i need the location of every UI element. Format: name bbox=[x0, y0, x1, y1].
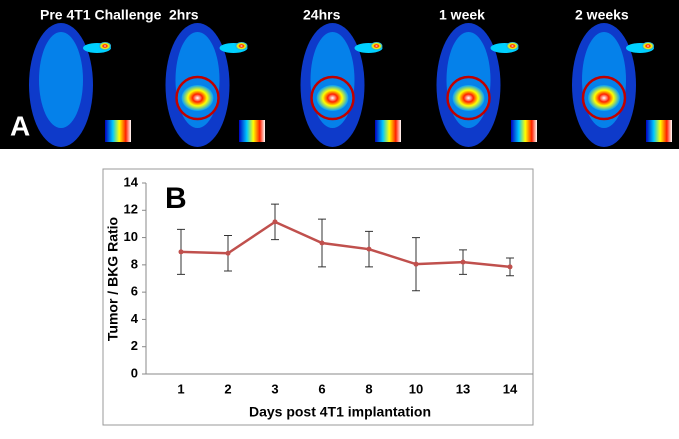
colorbar bbox=[239, 120, 265, 142]
x-tick-label: 1 bbox=[177, 381, 184, 396]
colorbar bbox=[646, 120, 672, 142]
caption: 2 weeks bbox=[575, 7, 629, 23]
x-tick-label: 13 bbox=[456, 381, 470, 396]
x-axis-label: Days post 4T1 implantation bbox=[249, 404, 431, 420]
caption: 2hrs bbox=[169, 7, 199, 23]
colorbar bbox=[511, 120, 537, 142]
mouse-glow bbox=[39, 32, 83, 128]
point bbox=[272, 219, 278, 225]
point bbox=[178, 249, 184, 255]
x-tick-label: 6 bbox=[318, 381, 325, 396]
point bbox=[413, 261, 419, 267]
point bbox=[225, 250, 231, 256]
caption: Pre 4T1 Challenge bbox=[40, 7, 162, 23]
x-tick-label: 8 bbox=[365, 381, 372, 396]
y-tick-label: 6 bbox=[131, 284, 138, 299]
paw-signal bbox=[235, 42, 248, 50]
y-tick-label: 8 bbox=[131, 256, 138, 271]
y-tick-label: 0 bbox=[131, 365, 138, 380]
tumor-signal bbox=[181, 85, 214, 111]
panel-label: A bbox=[10, 110, 30, 141]
paw-signal bbox=[506, 42, 519, 50]
tumor-circle bbox=[581, 75, 627, 121]
x-tick-label: 14 bbox=[503, 381, 518, 396]
point bbox=[319, 240, 325, 246]
point bbox=[460, 259, 466, 265]
y-tick-label: 4 bbox=[131, 311, 139, 326]
y-tick-label: 2 bbox=[131, 338, 138, 353]
y-axis-label: Tumor / BKG Ratio bbox=[105, 217, 121, 341]
tumor-signal bbox=[316, 85, 349, 111]
tumor-circle bbox=[175, 75, 220, 121]
paw-signal bbox=[99, 42, 111, 50]
y-tick-label: 12 bbox=[124, 202, 138, 217]
panel-label: B bbox=[165, 182, 187, 215]
chart-frame bbox=[102, 168, 534, 426]
x-tick-label: 3 bbox=[271, 381, 278, 396]
mouse-images bbox=[29, 23, 672, 147]
paw-signal bbox=[370, 42, 383, 50]
x-tick-label: 2 bbox=[224, 381, 231, 396]
tumor-signal bbox=[588, 85, 620, 111]
caption: 1 week bbox=[439, 7, 485, 23]
tumor-circle bbox=[310, 75, 355, 121]
y-tick-label: 10 bbox=[124, 229, 138, 244]
point bbox=[366, 246, 372, 252]
caption: 24hrs bbox=[303, 7, 341, 23]
point bbox=[507, 264, 513, 270]
tumor-circle bbox=[446, 75, 491, 121]
y-tick-label: 14 bbox=[124, 174, 139, 189]
colorbar bbox=[105, 120, 131, 142]
x-tick-label: 10 bbox=[409, 381, 423, 396]
colorbar bbox=[375, 120, 401, 142]
series-line bbox=[180, 220, 511, 269]
tumor-signal bbox=[452, 85, 485, 111]
paw-signal bbox=[642, 42, 654, 50]
